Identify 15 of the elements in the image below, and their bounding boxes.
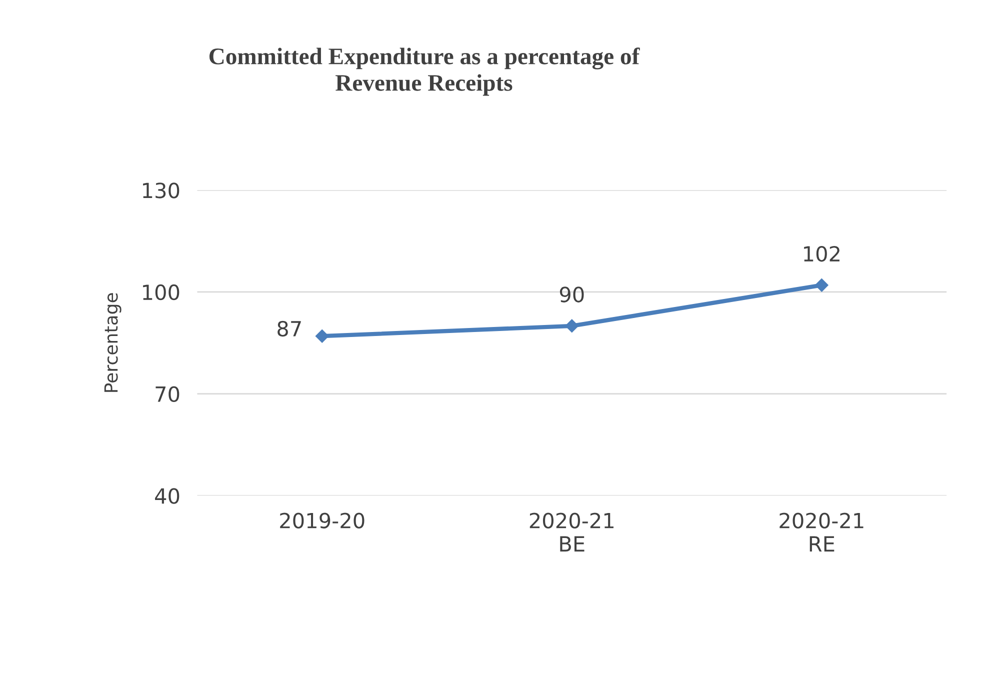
x-tick-label: 2019-20	[280, 512, 364, 528]
chart-title: Committed Expenditure as a percentage of Revenue Receipts	[209, 48, 640, 96]
point	[316, 330, 329, 343]
point	[815, 278, 828, 292]
data-label: 102	[804, 246, 840, 262]
y-tick-label: 100	[143, 284, 180, 300]
x-tick-label: 2020-21 BE	[530, 512, 614, 552]
x-tick-label: 2020-21 RE	[780, 512, 864, 552]
y-tick-label: 130	[143, 182, 180, 198]
data-label: 90	[560, 286, 584, 302]
data-label: 87	[278, 320, 301, 337]
y-tick-label: 70	[156, 386, 180, 402]
y-tick-label: 40	[155, 488, 180, 504]
point	[565, 319, 578, 333]
y-axis-title: Percentage	[104, 293, 122, 392]
